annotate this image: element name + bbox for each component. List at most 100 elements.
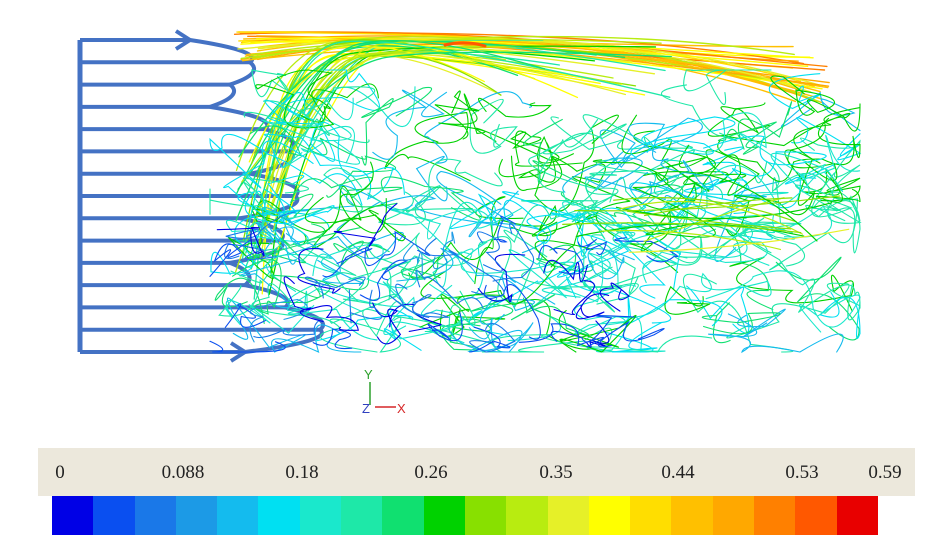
streamline [441, 303, 514, 351]
colorbar-swatch [547, 496, 589, 535]
streamline [536, 244, 594, 273]
streamline [367, 158, 503, 211]
streamline [660, 84, 737, 142]
streamline [476, 231, 503, 272]
streamline [251, 69, 289, 98]
streamline [267, 53, 627, 215]
streamline [390, 284, 465, 344]
streamline [271, 45, 485, 151]
streamline [541, 252, 618, 298]
streamline [703, 135, 827, 189]
colorbar-swatch [423, 496, 465, 535]
streamline [243, 86, 376, 150]
streamline [359, 259, 408, 302]
streamline [475, 127, 583, 167]
colorbar-swatch [175, 496, 218, 535]
streamline [702, 302, 781, 344]
streamline [643, 197, 785, 243]
streamline [224, 303, 266, 328]
streamline [481, 327, 713, 353]
streamline [300, 69, 334, 123]
colorbar-tick-label: 0.44 [661, 462, 695, 483]
streamline [308, 242, 365, 284]
colorbar-tick-label: 0.35 [539, 462, 573, 483]
streamline [223, 140, 314, 217]
streamline [599, 229, 782, 251]
streamline [517, 114, 619, 212]
streamline [477, 253, 526, 303]
streamline [241, 40, 671, 259]
streamline [503, 199, 585, 244]
colorbar [52, 496, 878, 535]
streamline [312, 328, 353, 350]
streamline [717, 117, 861, 182]
streamline [261, 206, 300, 246]
streamline [209, 340, 286, 353]
streamline [235, 40, 546, 222]
streamline [286, 69, 380, 121]
streamline [599, 282, 631, 312]
streamline [769, 137, 861, 271]
colorbar-tick-label: 0 [55, 462, 65, 483]
streamline [209, 133, 363, 206]
streamline [626, 210, 792, 230]
z-axis-label: Z [362, 401, 370, 416]
streamline [380, 255, 473, 281]
streamline [325, 86, 416, 128]
streamline [633, 130, 747, 186]
streamline [469, 322, 516, 353]
streamline [322, 247, 373, 278]
streamline [224, 243, 277, 260]
streamline [264, 133, 394, 200]
streamline [614, 237, 679, 263]
streamline [577, 238, 608, 256]
streamline [707, 102, 770, 137]
streamline [501, 191, 688, 227]
streamline [265, 253, 333, 292]
streamline [266, 92, 320, 124]
streamline [770, 75, 861, 132]
streamline [250, 53, 502, 270]
streamline [411, 294, 449, 320]
streamline [419, 240, 594, 328]
streamline [613, 197, 797, 223]
streamline [216, 226, 265, 257]
colorbar-swatch [134, 496, 176, 535]
colorbar-swatch [630, 496, 672, 535]
streamline [543, 259, 588, 283]
streamline [708, 313, 844, 354]
streamline [415, 270, 484, 309]
streamline [565, 276, 672, 324]
streamline [235, 36, 498, 172]
streamline [643, 197, 793, 217]
streamline [214, 277, 265, 324]
streamline [255, 69, 379, 129]
colorbar-swatch [506, 496, 548, 535]
colorbar-swatch [52, 496, 94, 535]
streamline [447, 313, 534, 353]
streamline [538, 245, 584, 275]
streamline [346, 176, 482, 221]
streamline [469, 98, 518, 154]
streamline [255, 37, 809, 68]
streamline [705, 270, 861, 333]
streamline [469, 326, 511, 353]
streamline [283, 276, 324, 323]
colorbar-swatch [671, 496, 713, 535]
streamline [510, 154, 631, 236]
streamline [209, 240, 251, 277]
streamline [562, 222, 802, 234]
streamline [780, 91, 861, 132]
streamline [805, 191, 861, 222]
streamline [384, 111, 471, 182]
streamline [626, 210, 679, 273]
inflow-velocity-profile [77, 29, 326, 363]
streamline [553, 280, 595, 316]
streamline [604, 322, 662, 353]
streamline [775, 256, 860, 341]
streamline [372, 302, 402, 345]
streamlines [209, 31, 862, 354]
streamline [292, 241, 383, 306]
streamline [253, 319, 320, 339]
streamline [389, 201, 522, 260]
